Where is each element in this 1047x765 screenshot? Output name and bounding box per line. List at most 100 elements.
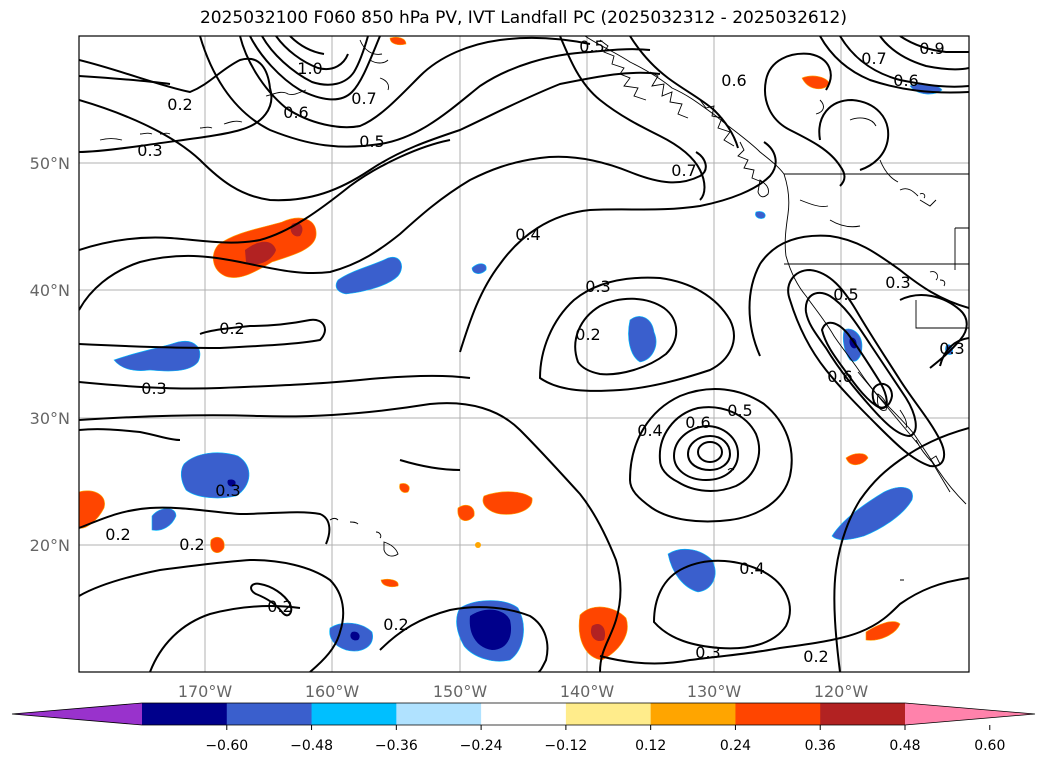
contour-label: 0.4	[739, 559, 764, 578]
contour-label: 0.3	[585, 277, 610, 296]
map-title: 2025032100 F060 850 hPa PV, IVT Landfall…	[199, 8, 847, 28]
lon-label: 120°W	[814, 682, 869, 701]
positive-core	[245, 241, 276, 265]
contour-label: 0.7	[351, 89, 376, 108]
contour-labels: 1.0 0.7 0.6 0.5 0.3 0.2 0.5 0.7 0.6 0.7 …	[105, 37, 964, 666]
positive-patch	[845, 453, 869, 466]
contour-label: 0.3	[885, 273, 910, 292]
lon-label: 160°W	[305, 682, 360, 701]
lon-label: 170°W	[178, 682, 233, 701]
contour-label: 0.6	[827, 367, 852, 386]
contour-label: 0.7	[671, 161, 696, 180]
coastlines	[99, 36, 969, 581]
colorbar-tick-label: 0.48	[889, 738, 920, 754]
contour-label: 0.2	[575, 325, 600, 344]
lon-label: 150°W	[433, 682, 488, 701]
negative-patch	[151, 508, 177, 531]
colorbar-tick-label: −0.48	[290, 738, 333, 754]
contour-label: 0.3	[137, 141, 162, 160]
contour-label: 1.0	[297, 59, 322, 78]
lat-label: 20°N	[30, 536, 70, 555]
contour-label: 0.3	[215, 481, 240, 500]
colorbar-tick-label: −0.24	[460, 738, 503, 754]
positive-patch	[865, 621, 901, 641]
latitude-labels: 20°N 30°N 40°N 50°N	[30, 154, 70, 555]
lat-label: 50°N	[30, 154, 70, 173]
colorbar-segment	[820, 703, 906, 725]
graticule	[79, 36, 969, 672]
negative-patch	[180, 452, 250, 499]
contour-label: 0.5	[579, 37, 604, 56]
contour-label: 0.2	[383, 615, 408, 634]
contour-label: 0.6	[893, 71, 918, 90]
lon-label: 130°W	[687, 682, 742, 701]
positive-patch	[389, 36, 407, 46]
colorbar-tick-label: 0.60	[974, 738, 1005, 754]
contour-label: 0.5	[359, 132, 384, 151]
contour-label: 0.9	[919, 39, 944, 58]
contour-label: 0.3	[695, 643, 720, 662]
colorbar-tick-label: −0.60	[205, 738, 248, 754]
colorbar-tick-label: −0.12	[544, 738, 587, 754]
colorbar-segment	[735, 703, 821, 725]
colorbar-segment	[311, 703, 397, 725]
longitude-labels: 170°W 160°W 150°W 140°W 130°W 120°W	[178, 682, 869, 701]
contour-label: 0.6	[685, 413, 710, 432]
negative-core	[227, 479, 236, 487]
colorbar: −0.60 −0.48 −0.36 −0.24 −0.12 0.12 0.24 0.36 0.4…	[11, 702, 1036, 754]
contour-label: 0.4	[637, 421, 662, 440]
contour-label: 0.2	[105, 525, 130, 544]
colorbar-segment	[481, 703, 567, 725]
colorbar-extend-max	[905, 703, 1035, 725]
contour-label: 0.5	[833, 285, 858, 304]
negative-patch	[755, 211, 766, 219]
colorbar-segment	[396, 703, 482, 725]
positive-patch	[210, 536, 225, 553]
positive-patch	[399, 483, 410, 493]
negative-patch	[471, 263, 487, 274]
contour-label: 0.5	[727, 401, 752, 420]
positive-dot	[475, 542, 481, 548]
ivt-shading	[79, 36, 953, 662]
colorbar-outline	[11, 702, 1036, 726]
colorbar-tick-label: 0.24	[720, 738, 751, 754]
colorbar-segment	[565, 703, 652, 725]
contour-label: 0.4	[515, 225, 540, 244]
positive-patch	[482, 491, 533, 515]
negative-patch	[335, 256, 402, 295]
positive-patch	[457, 504, 475, 521]
map-border	[78, 35, 970, 673]
contour-label: 0.2	[219, 319, 244, 338]
colorbar-extend-min	[12, 703, 142, 725]
colorbar-segment	[650, 703, 736, 725]
lon-label: 140°W	[560, 682, 615, 701]
positive-patch	[380, 578, 399, 588]
contour-label: 0.7	[861, 49, 886, 68]
negative-patch	[831, 487, 913, 541]
colorbar-segment	[142, 703, 228, 725]
colorbar-tick-label: 0.36	[805, 738, 836, 754]
lat-label: 40°N	[30, 281, 70, 300]
contour-label: 0.2	[267, 597, 292, 616]
colorbar-tick-label: 0.12	[635, 738, 666, 754]
contour-label: 0.2	[179, 535, 204, 554]
negative-patch	[667, 548, 716, 593]
contour-label: 0.2	[803, 647, 828, 666]
contour-label: 0.6	[721, 71, 746, 90]
negative-core	[350, 631, 360, 641]
contour-label: 0.6	[283, 103, 308, 122]
contour-label: 0.3	[141, 379, 166, 398]
contour-label: 0.3	[939, 339, 964, 358]
colorbar-tick-label: −0.36	[375, 738, 418, 754]
negative-core	[469, 609, 512, 650]
pv-contours	[79, 36, 969, 672]
negative-core	[849, 337, 857, 349]
map-panel	[79, 36, 969, 672]
contour-label: 0.2	[167, 95, 192, 114]
colorbar-segment	[226, 703, 313, 725]
positive-patch	[79, 490, 105, 529]
positive-core	[590, 623, 606, 642]
lat-label: 30°N	[30, 409, 70, 428]
negative-patch	[628, 316, 657, 363]
